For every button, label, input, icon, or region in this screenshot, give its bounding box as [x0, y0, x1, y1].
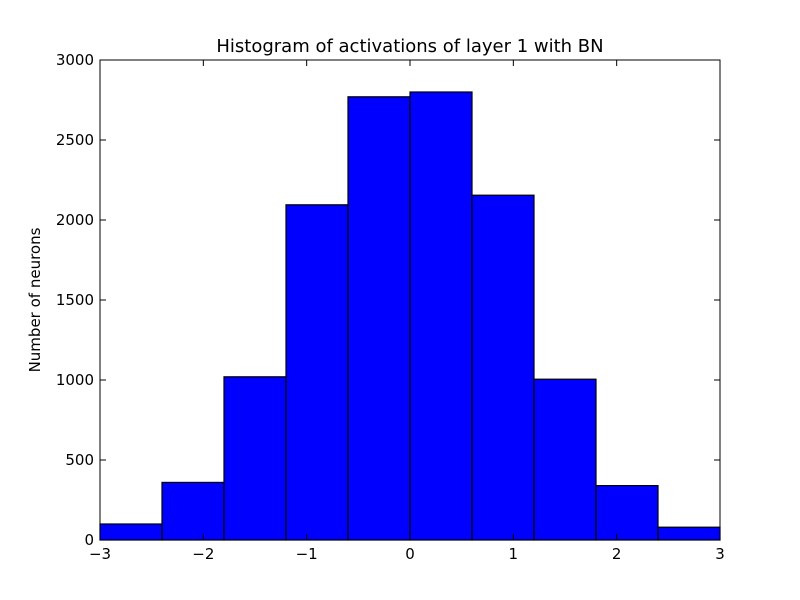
x-tick-label: 2 [612, 545, 622, 563]
y-tick-label: 0 [84, 531, 94, 549]
x-tick-label: 1 [509, 545, 519, 563]
histogram-bar [99, 523, 163, 541]
y-tick-label: 2500 [56, 131, 94, 149]
y-tick-label: 1500 [56, 291, 94, 309]
bars-group [99, 91, 721, 541]
histogram-bar [223, 376, 287, 541]
y-tick-label: 3000 [56, 51, 94, 69]
y-tick-label: 500 [65, 451, 94, 469]
histogram-bar [161, 481, 225, 541]
ticks-group: −3 −2 −1 0 1 2 3 0 500 1000 1500 2000 2500 3000 [56, 51, 725, 563]
histogram-bar [471, 194, 535, 541]
plot-frame [99, 59, 721, 541]
x-tick-label: −2 [192, 545, 214, 563]
y-tick-label: 2000 [56, 211, 94, 229]
histogram-bar [533, 378, 597, 541]
histogram-bar [595, 485, 659, 541]
chart-title: Histogram of activations of layer 1 with… [216, 36, 603, 57]
y-axis-label: Number of neurons [26, 227, 44, 372]
histogram-bar [347, 96, 411, 541]
x-tick-label: −1 [296, 545, 318, 563]
histogram-bar [285, 204, 349, 541]
y-tick-label: 1000 [56, 371, 94, 389]
histogram-bar [409, 91, 473, 541]
x-tick-label: 0 [405, 545, 415, 563]
histogram-bar [657, 526, 721, 541]
x-tick-label: 3 [715, 545, 725, 563]
x-tick-label: −3 [89, 545, 111, 563]
